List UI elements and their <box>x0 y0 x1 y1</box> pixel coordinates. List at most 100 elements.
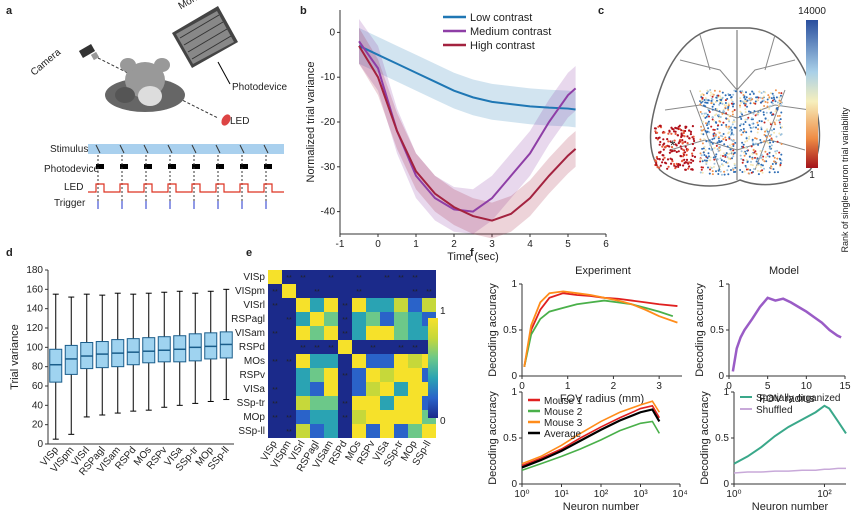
neuron-dot <box>733 89 736 92</box>
matrix-cell <box>324 382 338 396</box>
neuron-dot-hot <box>661 154 664 157</box>
neuron-dot <box>755 96 758 99</box>
neuron-dot <box>752 126 755 129</box>
significance-star: ** <box>412 289 418 296</box>
neuron-dot <box>757 128 760 131</box>
series-line <box>523 292 678 367</box>
neuron-dot <box>762 111 765 114</box>
neuron-dot <box>780 92 783 95</box>
series-line <box>523 299 674 367</box>
neuron-dot-hot <box>674 143 677 146</box>
neuron-dot <box>761 171 764 174</box>
neuron-dot <box>728 152 731 155</box>
neuron-dot <box>717 124 720 127</box>
neuron-dot <box>709 144 712 146</box>
neuron-dot <box>741 100 744 103</box>
neuron-dot <box>771 92 774 95</box>
matrix-cell <box>352 312 366 326</box>
x-tick-label: 5 <box>565 239 571 250</box>
neuron-dot <box>775 135 778 138</box>
significance-star: ** <box>286 429 292 436</box>
neuron-dot <box>768 151 771 154</box>
neuron-dot <box>707 152 710 155</box>
photodevice-pointer <box>217 61 231 85</box>
neuron-dot-hot <box>693 147 696 150</box>
neuron-dot <box>701 147 704 150</box>
matrix-cell <box>380 284 394 298</box>
neuron-dot <box>771 163 774 165</box>
neuron-dot-hot <box>682 164 685 167</box>
x-tick-label: 3 <box>656 381 662 392</box>
neuron-dot-hot <box>670 132 673 135</box>
y-tick-label: -40 <box>321 207 336 218</box>
matrix-cell <box>324 340 338 354</box>
neuron-dot <box>701 129 703 132</box>
neuron-dot <box>733 126 736 129</box>
colorbar-c-label: Rank of single-neuron trial variability <box>840 107 850 253</box>
neuron-dot <box>705 115 708 118</box>
neuron-dot <box>742 94 745 96</box>
neuron-dot <box>753 110 756 113</box>
neuron-dot-hot <box>669 140 672 143</box>
neuron-dot <box>769 92 772 95</box>
neuron-dot <box>709 166 712 169</box>
x-tick-label: 0 <box>375 239 381 250</box>
neuron-dot <box>766 141 769 144</box>
neuron-dot-hot <box>673 164 676 167</box>
neuron-dot-hot <box>656 166 659 169</box>
matrix-cell <box>338 326 352 340</box>
neuron-dot <box>745 137 748 140</box>
row-label-stimulus: Stimulus <box>50 144 88 155</box>
neuron-dot <box>761 164 764 167</box>
neuron-dot <box>749 102 752 105</box>
neuron-dot <box>759 150 762 152</box>
neuron-dot-hot <box>668 145 671 148</box>
led-icon <box>221 114 231 126</box>
colorbar-c-max: 14000 <box>798 6 826 17</box>
matrix-cell <box>394 298 408 312</box>
neuron-dot <box>751 138 754 141</box>
matrix-cell <box>310 354 324 368</box>
matrix-cell <box>282 424 296 438</box>
neuron-dot <box>711 138 714 141</box>
neuron-dot <box>750 127 753 130</box>
neuron-dot-hot <box>679 145 682 148</box>
neuron-dot-hot <box>655 161 658 165</box>
neuron-dot <box>705 159 708 162</box>
row-label: RSPd <box>239 342 265 353</box>
neuron-dot <box>744 118 747 121</box>
neuron-dot <box>745 159 748 161</box>
significance-star: ** <box>398 275 404 282</box>
neuron-dot <box>731 167 734 170</box>
neuron-dot <box>768 145 771 148</box>
photodevice-pulse <box>192 164 200 169</box>
neuron-dot <box>742 146 745 148</box>
neuron-dot <box>733 162 736 165</box>
neuron-dot-hot <box>655 155 659 159</box>
row-label: VISa <box>243 384 265 395</box>
neuron-dot <box>748 135 751 138</box>
significance-star: ** <box>398 345 404 352</box>
neuron-dot <box>764 150 767 153</box>
neuron-dot <box>749 111 752 114</box>
neuron-dot-hot <box>679 154 682 158</box>
neuron-dot <box>722 164 725 167</box>
colorbar-e-min: 0 <box>440 416 446 427</box>
neuron-dot <box>700 112 703 115</box>
neuron-dot <box>773 171 776 174</box>
neuron-dot-hot <box>684 140 687 143</box>
neuron-dot-hot <box>673 149 676 152</box>
neuron-dot <box>768 139 771 142</box>
neuron-dot <box>734 141 737 144</box>
neuron-dot <box>728 125 730 128</box>
neuron-dot <box>711 93 714 96</box>
neuron-dot <box>767 94 770 97</box>
matrix-cell <box>296 284 310 298</box>
stimulus-tick <box>143 144 149 154</box>
neuron-dot <box>699 111 702 113</box>
neuron-dot <box>723 160 726 163</box>
neuron-dot <box>731 113 734 116</box>
region-border <box>736 104 811 119</box>
neuron-dot <box>704 98 707 101</box>
neuron-dot-hot <box>671 127 674 131</box>
